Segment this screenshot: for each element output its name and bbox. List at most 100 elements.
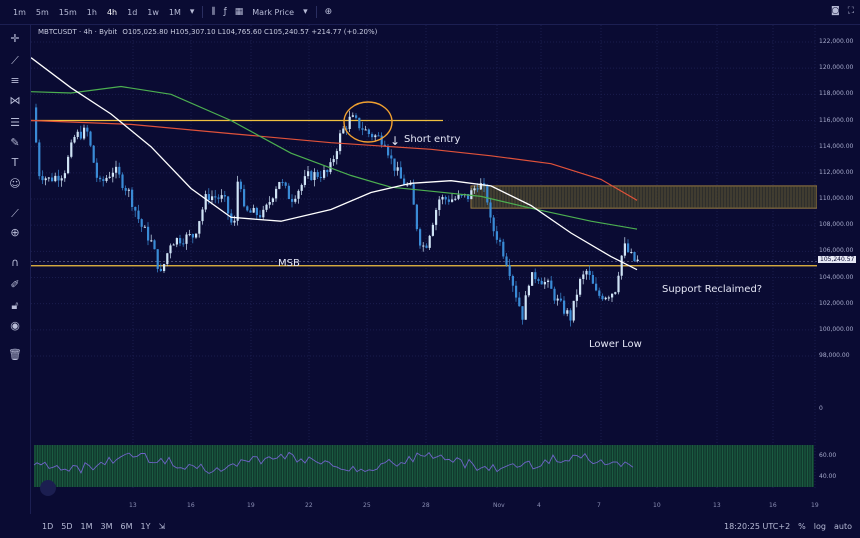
candle-body: [422, 245, 425, 247]
tf-5m[interactable]: 5m: [35, 7, 49, 17]
percent-toggle[interactable]: %: [798, 521, 806, 531]
candle-body: [185, 234, 188, 244]
candle-body: [259, 215, 262, 218]
candle-body: [191, 234, 194, 238]
top-right-tools: ◙ ⛶: [831, 6, 854, 16]
zoom-icon[interactable]: ⊕: [10, 226, 20, 239]
candle-body: [54, 175, 57, 182]
indicators-icon[interactable]: ƒ: [223, 7, 227, 17]
lock-draw-icon[interactable]: ✐: [10, 278, 20, 291]
log-toggle[interactable]: log: [813, 521, 826, 531]
fullscreen-icon[interactable]: ⛶: [847, 6, 854, 16]
price-type-select[interactable]: Mark Price: [252, 7, 295, 17]
candle-body: [537, 279, 540, 281]
candle-body: [531, 272, 534, 286]
range-1d[interactable]: 1D: [42, 521, 54, 531]
price-tick: 118,000.00: [819, 90, 854, 98]
range-6m[interactable]: 6M: [120, 521, 133, 531]
text-icon[interactable]: T: [11, 156, 19, 169]
candle-body: [620, 255, 623, 276]
candle-body: [297, 190, 300, 199]
candle-body: [412, 184, 415, 205]
candle-body: [323, 170, 326, 178]
range-1m[interactable]: 1M: [80, 521, 93, 531]
tf-1d[interactable]: 1d: [127, 7, 138, 17]
candle-body: [131, 189, 134, 207]
brush-icon[interactable]: ✎: [10, 136, 20, 149]
candle-body: [188, 234, 191, 236]
candle-body: [220, 195, 223, 199]
trendline-icon[interactable]: ⟋: [11, 54, 19, 67]
candle-body: [499, 239, 502, 242]
chevron-down-icon[interactable]: ▾: [189, 7, 195, 17]
price-chart[interactable]: [31, 25, 817, 515]
candle-body: [86, 127, 89, 132]
lock-icon[interactable]: 🔓︎: [11, 299, 19, 312]
eye-icon[interactable]: ◉: [10, 319, 20, 332]
candle-body: [630, 252, 633, 254]
range-3m[interactable]: 3M: [100, 521, 113, 531]
candle-body: [76, 131, 79, 137]
top-circle: [343, 101, 393, 143]
date-range-icon[interactable]: ⇲: [158, 521, 166, 531]
date-tick: 4: [537, 502, 541, 509]
candle-body: [60, 178, 63, 181]
candle-body: [595, 283, 598, 291]
layout-icon[interactable]: ▦: [234, 7, 244, 17]
tf-4h[interactable]: 4h: [106, 7, 118, 17]
candle-body: [284, 182, 287, 186]
candle-body: [137, 210, 140, 220]
candle-body: [140, 219, 143, 227]
price-axis[interactable]: 122,000.00 120,000.00 118,000.00 116,000.00…: [817, 25, 860, 515]
candle-body: [342, 128, 345, 134]
candles-icon[interactable]: ⫼: [211, 7, 216, 17]
candle-body: [367, 129, 370, 135]
candle-body: [409, 184, 412, 186]
ruler-icon[interactable]: ⟋: [11, 207, 19, 220]
fib-icon[interactable]: ☰: [10, 116, 20, 129]
candle-body: [201, 209, 204, 222]
tf-1h[interactable]: 1h: [86, 7, 97, 17]
range-1y[interactable]: 1Y: [140, 521, 151, 531]
tf-1M[interactable]: 1M: [168, 7, 181, 17]
candle-body: [380, 135, 383, 145]
clock-label[interactable]: 18:20:25 UTC+2: [724, 521, 791, 531]
candle-body: [566, 310, 569, 314]
symbol-label[interactable]: MBTCUSDT · 4h · Bybit: [38, 28, 118, 36]
crosshair-icon[interactable]: ✛: [10, 32, 20, 45]
camera-icon[interactable]: ◙: [830, 6, 840, 16]
candle-body: [204, 194, 207, 210]
high-value: H105,307.10: [170, 28, 216, 36]
candle-body: [428, 235, 431, 248]
oscillator-line: [33, 451, 634, 474]
candle-body: [627, 243, 630, 253]
emoji-icon[interactable]: ☺: [9, 177, 21, 190]
ma-white-line: [31, 57, 638, 271]
add-icon[interactable]: ⊕: [324, 7, 333, 17]
chevron-down-icon[interactable]: ▾: [303, 7, 308, 17]
pattern-icon[interactable]: ⋈: [9, 94, 21, 107]
candle-body: [556, 298, 559, 301]
magnet-icon[interactable]: ∩: [10, 256, 20, 269]
candle-body: [265, 204, 268, 210]
candle-body: [495, 231, 498, 240]
tradingview-logo: [40, 480, 56, 496]
auto-toggle[interactable]: auto: [833, 521, 852, 531]
price-tick: 98,000.00: [819, 352, 850, 359]
candle-body: [83, 127, 86, 139]
candle-body: [399, 167, 402, 179]
tf-1w[interactable]: 1w: [147, 7, 159, 17]
candle-body: [307, 171, 310, 177]
trash-icon[interactable]: 🗑︎: [8, 348, 22, 361]
range-5d[interactable]: 5D: [61, 521, 73, 531]
price-tick: 116,000.00: [819, 116, 854, 124]
candle-body: [486, 185, 489, 203]
candle-body: [361, 128, 364, 130]
candle-body: [217, 197, 220, 199]
candle-body: [332, 159, 335, 163]
candle-body: [447, 199, 450, 202]
tf-15m[interactable]: 15m: [58, 7, 77, 17]
fib-icon[interactable]: ≡: [10, 74, 20, 87]
candle-body: [294, 198, 297, 202]
tf-1m[interactable]: 1m: [13, 7, 26, 17]
